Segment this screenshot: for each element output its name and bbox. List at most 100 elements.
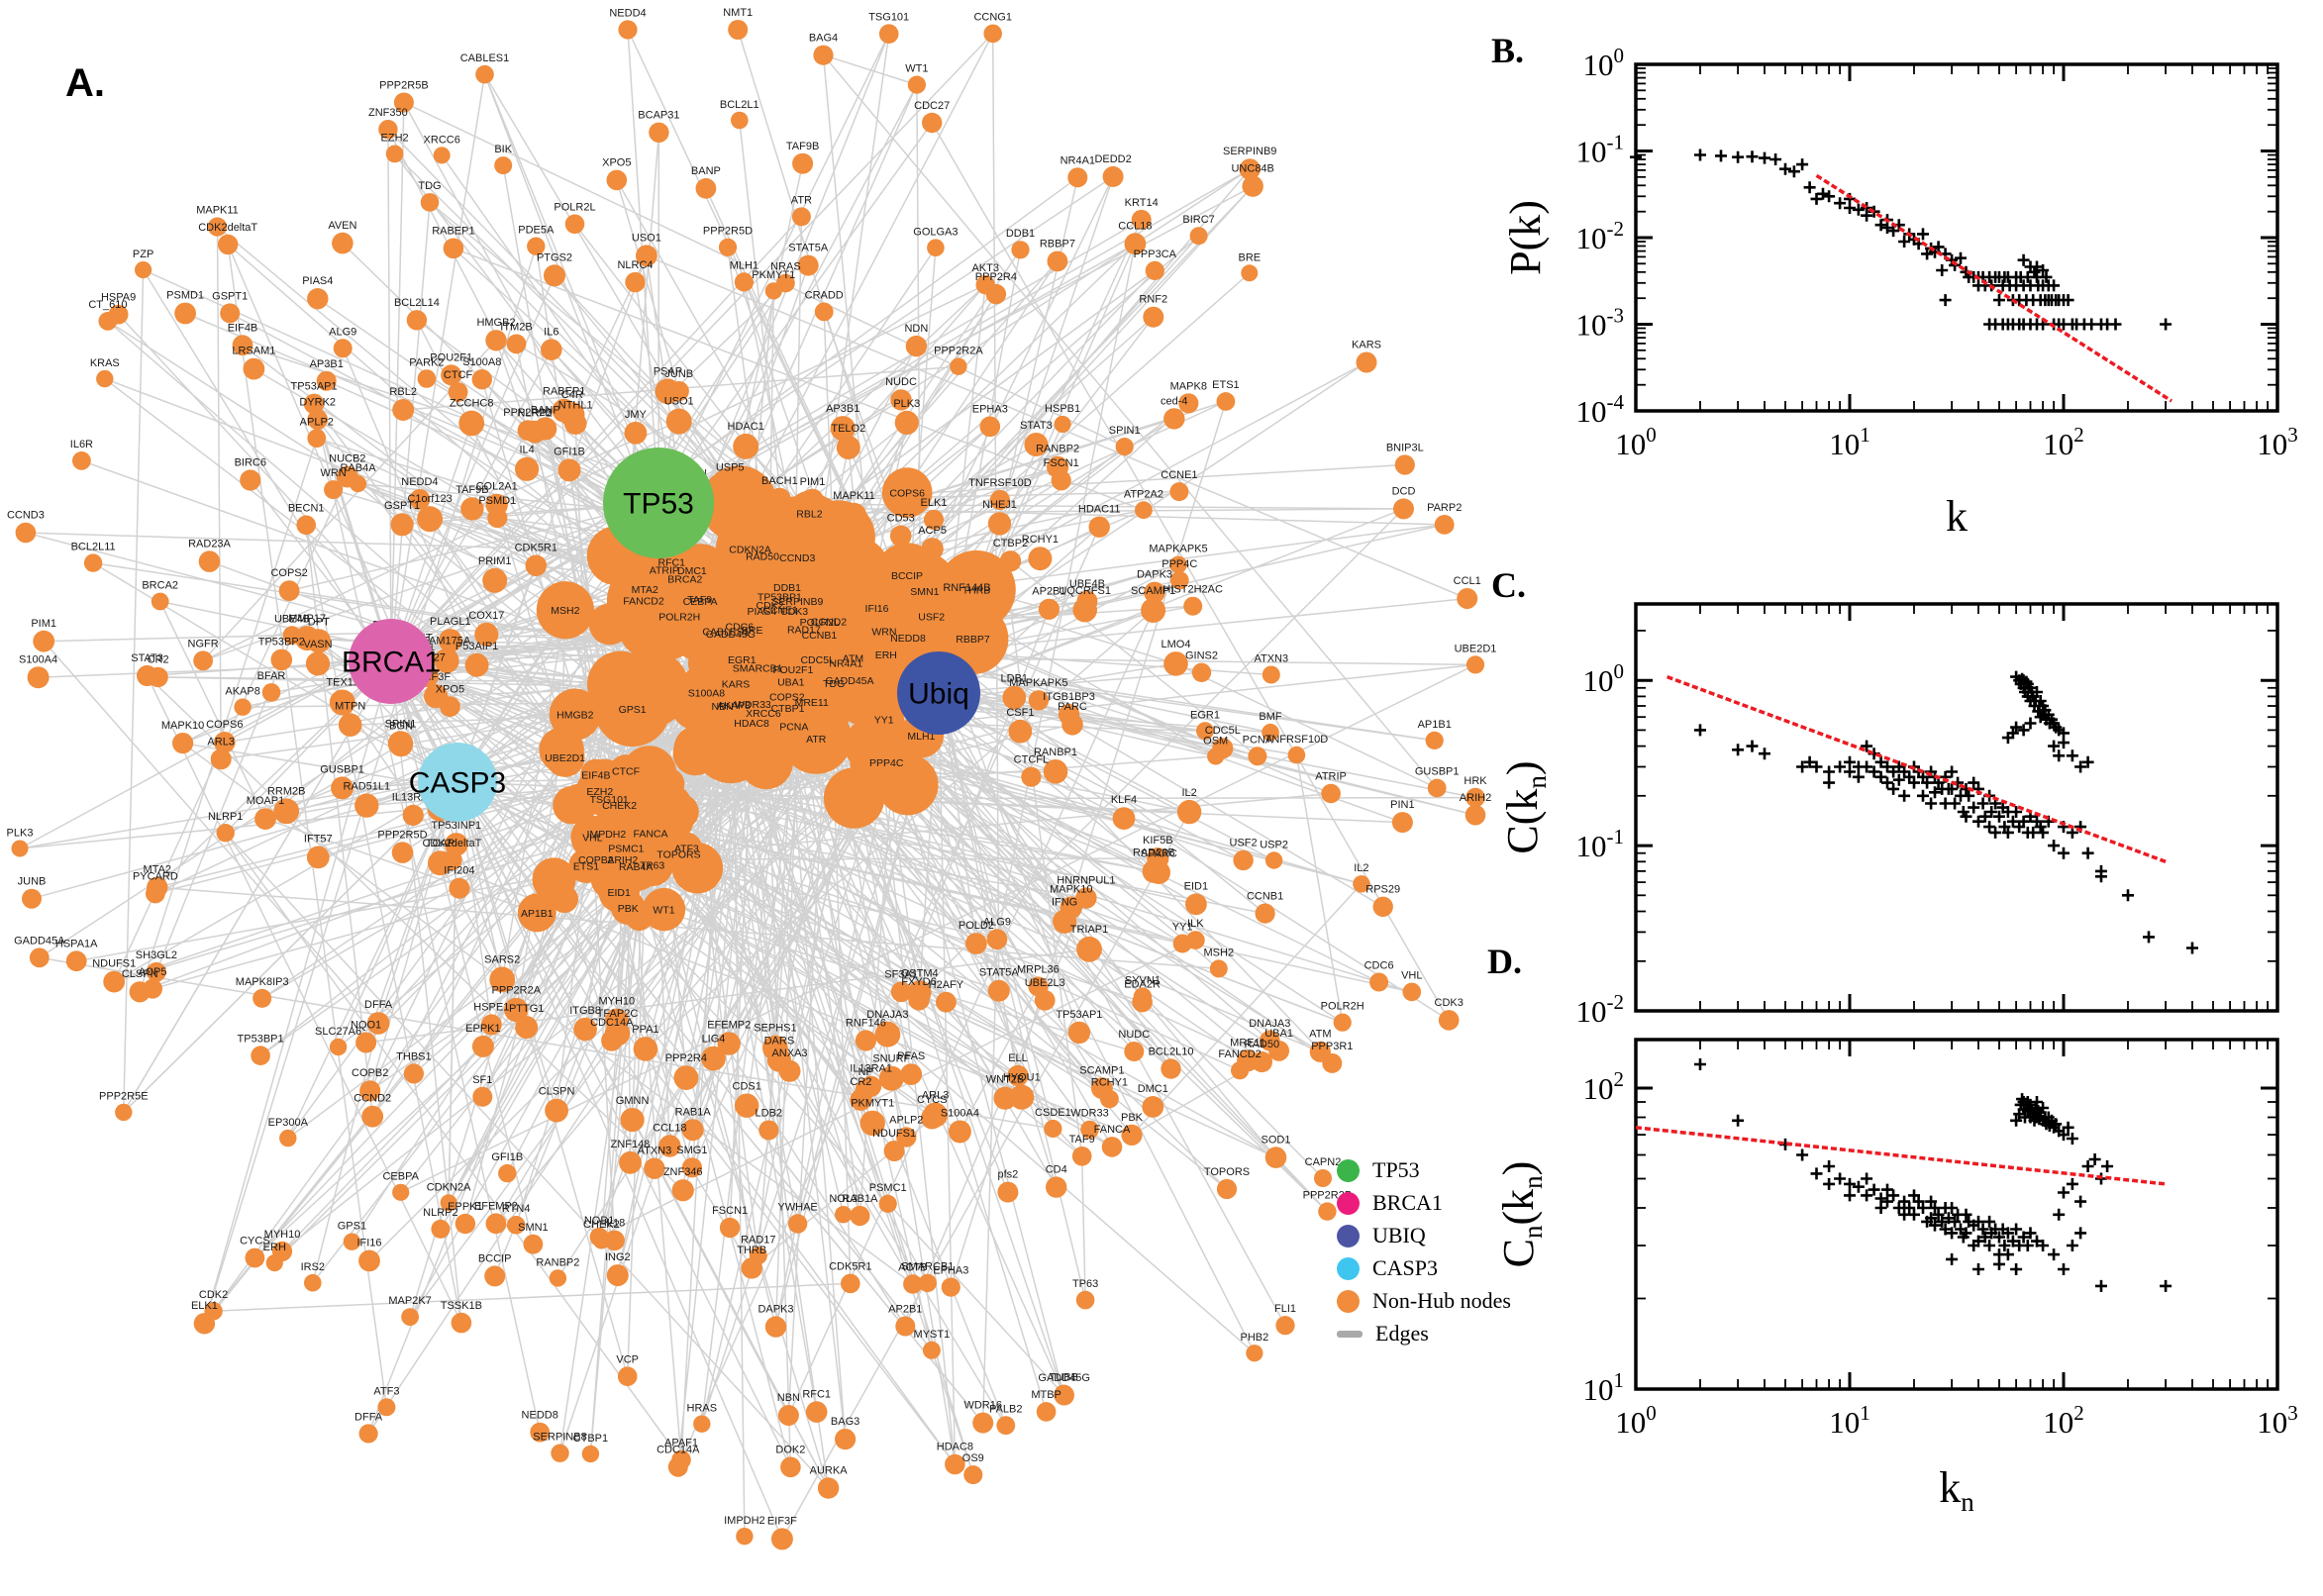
network-edge [756,707,1065,1396]
gene-label: LRSAM1 [232,346,275,357]
gene-label: VHL [1401,970,1422,982]
gene-label: CEBPA [382,1171,419,1183]
gene-label: LDB1 [1001,673,1029,685]
gene-label: IL6 [544,326,558,338]
gene-label: IFI16 [865,603,889,615]
tick-label: 100 [1615,1401,1657,1440]
network-node [307,288,329,310]
tick-label: 10-1 [1576,131,1625,169]
network-node [965,933,987,954]
gene-label: NLRP2 [423,1207,457,1219]
network-node [905,335,928,357]
network-edge [313,403,541,1433]
gene-label: VHL [582,833,603,845]
network-node [1169,555,1187,574]
gene-label: SH3GL2 [136,949,177,961]
gene-label: USO1 [664,396,694,408]
network-node [316,370,337,391]
network-node [1054,415,1071,434]
network-node [536,581,595,640]
gene-label: ITGB8 [569,1005,601,1017]
gene-label: AVEN [328,220,356,232]
network-node [451,1312,472,1334]
gene-label: KIF5B [1143,835,1173,847]
network-node [610,832,643,864]
gene-label: CD53 [887,513,915,525]
network-node [449,877,470,899]
gene-label: PARC [1058,701,1087,713]
gene-label: BECN1 [288,503,325,515]
network-node [1212,738,1234,759]
network-node [148,666,168,688]
nonhub-swatch-icon [1337,1289,1360,1313]
network-node [758,1120,779,1141]
network-node [836,436,860,459]
gene-label: HDAC8 [734,718,769,730]
network-node [655,800,694,841]
gene-label: COL2A1 [476,481,518,493]
gene-label: AP3B1 [310,358,344,370]
network-node [1196,722,1214,741]
network-node [1183,596,1203,616]
network-edge [1295,754,1344,1023]
network-node [1034,989,1056,1011]
gene-label: PZP [133,249,153,260]
gene-label: EPHA3 [933,1265,968,1277]
network-node [719,1217,741,1239]
hub-node-brca1 [349,619,434,704]
gene-label: NUDC [1118,1029,1150,1041]
tick-label: 100 [1583,44,1625,82]
gene-label: WRN [871,627,896,639]
network-node [1021,766,1042,787]
gene-label: RANBP1 [1034,747,1077,758]
network-edge [657,33,890,504]
gene-label: CSDE1 [1035,1107,1071,1119]
network-edge [216,227,222,759]
gene-label: TAF9B [455,484,488,496]
gene-label: ALG9 [329,326,356,338]
tick-label: 100 [1583,659,1625,698]
network-node [791,207,811,227]
gene-label: GPS1 [338,1221,366,1233]
gene-label: HDAC11 [1078,504,1121,516]
gene-label: SCAMP1 [1131,585,1175,597]
network-node [701,1046,726,1071]
gene-label: NUCB2 [329,453,365,465]
network-node [1143,306,1164,328]
gene-label: THRB [737,1245,766,1256]
network-node [1465,787,1485,808]
network-node [855,1030,877,1051]
network-edge [19,790,600,849]
gene-label: SMARCB1 [733,662,783,674]
legend-item-label: BRCA1 [1372,1190,1443,1215]
gene-label: HSPA1A [55,938,98,949]
gene-label: PPP2R4 [665,1052,707,1064]
gene-label: CCNB1 [802,630,838,642]
network-node [517,893,556,933]
network-node [506,334,527,354]
gene-label: ZNF346 [663,1166,703,1178]
gene-label: WT1 [905,63,928,75]
network-node [787,1214,808,1234]
gene-label: MAPK10 [161,720,204,732]
gene-label: BRCA2 [667,573,702,585]
gene-label: MAPK10 [1050,883,1092,895]
network-node [245,1247,265,1268]
gene-label: EIF4B [581,769,610,781]
network-node [523,1234,544,1254]
network-node [718,238,738,256]
gene-label: AP2B1 [1032,586,1065,598]
gene-label: IRS2 [301,1261,325,1273]
network-edge [456,781,753,1269]
network-node [135,261,152,279]
network-node [539,727,584,772]
gene-label: UBE4B [1069,578,1105,590]
gene-label: CDC5L [1205,725,1241,737]
network-node [907,980,932,1005]
network-node [736,1528,754,1546]
gene-label: LDB2 [756,1108,783,1120]
network-node [1189,227,1208,246]
network-node [474,622,499,647]
gene-label: ced-4 [1161,395,1188,407]
